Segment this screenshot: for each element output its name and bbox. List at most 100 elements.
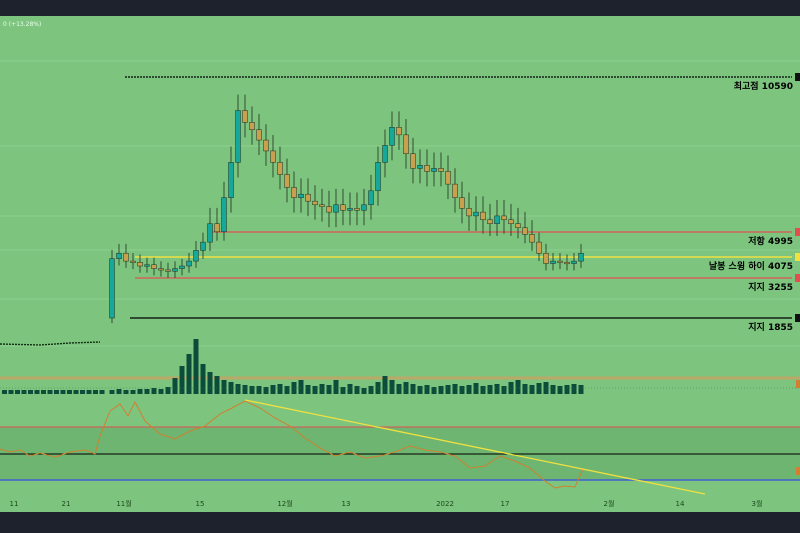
x-tick-label: 11월 xyxy=(116,499,131,508)
candle-body xyxy=(550,260,556,264)
candle-body xyxy=(452,183,458,198)
candle-body xyxy=(256,129,262,141)
candle-body xyxy=(221,197,227,233)
volume-bar xyxy=(578,385,584,394)
candle-body xyxy=(165,269,171,272)
osc-line xyxy=(0,400,584,489)
price-chart[interactable]: 최고점 10590 저항 4995 날봉 스윙 하이 4075 지지 3255 지지 1… xyxy=(0,16,800,512)
volume-bar xyxy=(86,390,92,394)
volume-bar xyxy=(47,390,53,394)
volume-bar xyxy=(80,390,85,394)
volume-bar xyxy=(165,387,171,394)
candle-body xyxy=(508,219,514,224)
volume-bar xyxy=(99,390,105,394)
volume-bar xyxy=(137,389,143,394)
volume-bar xyxy=(270,385,276,394)
candle-body xyxy=(193,250,199,262)
level-marker xyxy=(795,73,800,81)
volume-bar xyxy=(2,390,7,394)
candle-body xyxy=(403,134,409,154)
candle-body xyxy=(263,139,269,152)
candle-body xyxy=(431,168,437,172)
volume-marker xyxy=(796,380,800,388)
candle-body xyxy=(312,200,318,206)
volume-bar xyxy=(263,387,269,394)
volume-bar xyxy=(480,386,486,394)
volume-bar xyxy=(158,389,164,394)
volume-bar xyxy=(333,380,339,394)
x-tick-label: 17 xyxy=(501,500,510,508)
x-tick-label: 3월 xyxy=(752,499,763,508)
candle-body xyxy=(368,190,374,206)
volume-bar xyxy=(417,386,423,394)
volume-bar xyxy=(459,386,465,394)
level-label: 지지 1855 xyxy=(748,321,793,333)
volume-bar xyxy=(172,378,178,394)
level-marker xyxy=(795,314,800,322)
candle-body xyxy=(459,197,465,209)
volume-bar xyxy=(347,384,353,394)
volume-bar xyxy=(410,384,416,394)
x-tick-label: 14 xyxy=(676,500,685,508)
bottom-bar xyxy=(0,512,800,533)
level-label: 날봉 스윙 하이 4075 xyxy=(709,260,793,272)
candle-body xyxy=(571,260,577,264)
volume-bar xyxy=(21,390,27,394)
level-lines xyxy=(125,76,792,319)
candle-body xyxy=(158,268,164,271)
volume-bar xyxy=(529,385,535,394)
osc-marker xyxy=(796,467,800,475)
volume-bar xyxy=(368,386,374,394)
volume-bar xyxy=(221,380,227,394)
candle-body xyxy=(487,219,493,224)
volume-bar xyxy=(144,389,150,394)
candle-body xyxy=(466,208,472,217)
volume-bar xyxy=(186,354,192,394)
candle-body xyxy=(557,260,563,263)
candle-body xyxy=(284,174,290,188)
volume-bar xyxy=(8,390,14,394)
osc-trendline xyxy=(244,399,706,495)
candle-body xyxy=(347,208,353,211)
level-marker xyxy=(795,253,800,261)
candle-body xyxy=(473,211,479,217)
volume-bar xyxy=(550,385,556,394)
candle-body xyxy=(543,253,549,264)
candle-body xyxy=(424,165,430,172)
candle-body xyxy=(228,162,234,198)
volume-bar xyxy=(396,384,402,394)
candle-body xyxy=(382,145,388,163)
x-tick-label: 15 xyxy=(196,500,205,508)
volume-bar xyxy=(67,390,72,394)
candle-body xyxy=(186,260,192,267)
volume-bar xyxy=(116,389,122,394)
top-bar xyxy=(0,0,800,16)
candle-body xyxy=(333,204,339,213)
volume-bar xyxy=(501,386,507,394)
volume-bar xyxy=(494,384,500,394)
volume-bar xyxy=(522,384,528,394)
candle-body xyxy=(130,260,136,263)
x-axis-ticks: 11 21 11월 15 12월 13 2022 17 2월 14 3월 xyxy=(10,499,763,508)
candle-body xyxy=(417,165,423,169)
volume-bar xyxy=(571,384,577,394)
candle-body xyxy=(298,193,304,198)
level-label: 지지 3255 xyxy=(748,281,793,293)
volume-bar xyxy=(431,387,437,394)
x-tick-label: 2022 xyxy=(436,500,454,508)
grid-lines xyxy=(0,60,800,347)
volume-bar xyxy=(319,384,325,394)
candle-body xyxy=(207,223,213,243)
candle-body xyxy=(291,187,297,198)
candle-body xyxy=(235,110,241,163)
volume-bar xyxy=(109,390,115,394)
x-tick-label: 2월 xyxy=(604,499,615,508)
volume-bar xyxy=(34,390,40,394)
candle-body xyxy=(305,193,311,202)
volume-bar xyxy=(340,387,346,394)
candle-body xyxy=(354,208,360,211)
volume-bar xyxy=(151,388,157,394)
candle-body xyxy=(438,168,444,172)
volume-bar xyxy=(284,386,290,394)
